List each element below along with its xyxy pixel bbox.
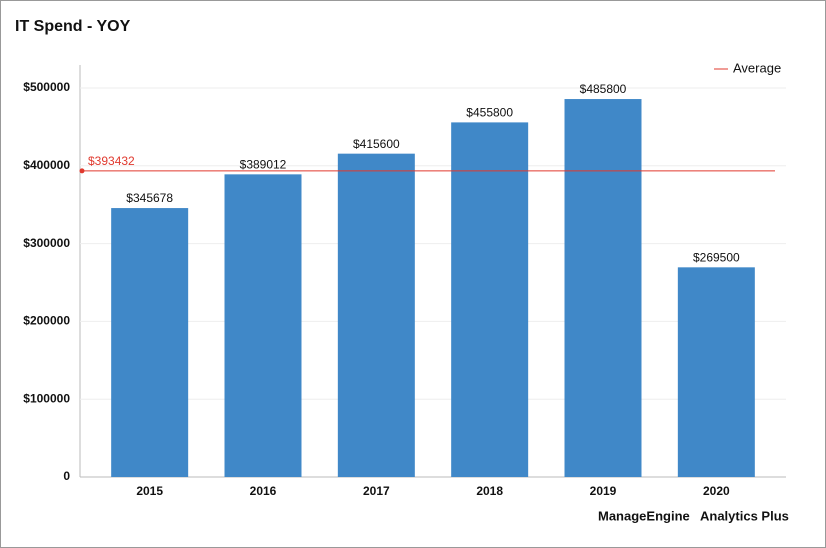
y-tick-label: $100000 [23, 391, 70, 405]
y-tick-label: $500000 [23, 80, 70, 94]
data-label: $269500 [693, 251, 740, 265]
y-tick-label: $300000 [23, 236, 70, 250]
y-tick-label: $200000 [23, 314, 70, 328]
data-label: $455800 [466, 106, 513, 120]
chart-title: IT Spend - YOY [15, 18, 131, 35]
data-label: $485800 [580, 82, 627, 96]
legend-label: Average [733, 60, 781, 75]
average-label: $393432 [88, 154, 135, 168]
bar [677, 267, 755, 477]
y-tick-label: 0 [63, 469, 70, 483]
footer-product: Analytics Plus [700, 508, 789, 523]
footer-brand: ManageEngine [598, 508, 690, 523]
average-dot [79, 168, 85, 174]
x-tick-label: 2017 [363, 484, 390, 498]
x-tick-label: 2020 [703, 484, 730, 498]
bar [451, 122, 529, 477]
bar [337, 153, 415, 477]
x-tick-label: 2015 [136, 484, 163, 498]
bar [111, 208, 189, 478]
data-label: $389012 [240, 158, 287, 172]
data-label: $415600 [353, 137, 400, 151]
x-tick-label: 2016 [250, 484, 277, 498]
x-tick-label: 2019 [590, 484, 617, 498]
data-label: $345678 [126, 191, 173, 205]
bar [564, 99, 642, 477]
y-tick-label: $400000 [23, 158, 70, 172]
bar [224, 174, 302, 477]
x-tick-label: 2018 [476, 484, 503, 498]
